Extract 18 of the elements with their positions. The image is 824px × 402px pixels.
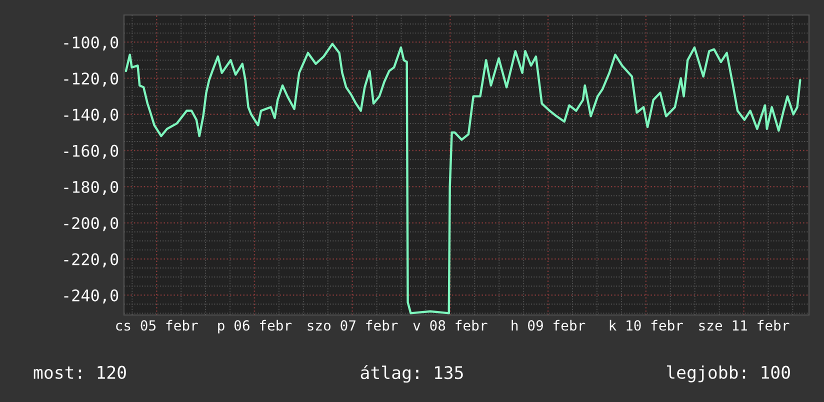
text: legjobb: 100	[666, 365, 790, 382]
x-tick-label: v 08 febr	[413, 320, 488, 331]
x-tick-label: szo 07 febr	[308, 320, 398, 331]
x-tick-label: k 10 febr	[610, 320, 684, 331]
text: most: 120	[34, 366, 126, 379]
y-tick-label: -220,0	[64, 253, 118, 268]
x-tick-label: p 06 febr	[218, 320, 292, 334]
x-tick-label: cs 05 febr	[116, 320, 198, 331]
y-tick-label: -100,0	[64, 36, 118, 50]
x-tick-label: h 09 febr	[512, 320, 586, 331]
y-tick-label: -160,0	[64, 144, 118, 159]
y-tick-label: -140,0	[64, 108, 118, 123]
text: átlag: 135	[360, 365, 463, 383]
y-tick-label: -200,0	[64, 217, 118, 232]
y-tick-label: -180,0	[64, 180, 118, 196]
y-tick-label: -240,0	[64, 289, 118, 304]
x-tick-label: sze 11 febr	[699, 320, 790, 331]
y-tick-label: -120,0	[64, 72, 118, 87]
